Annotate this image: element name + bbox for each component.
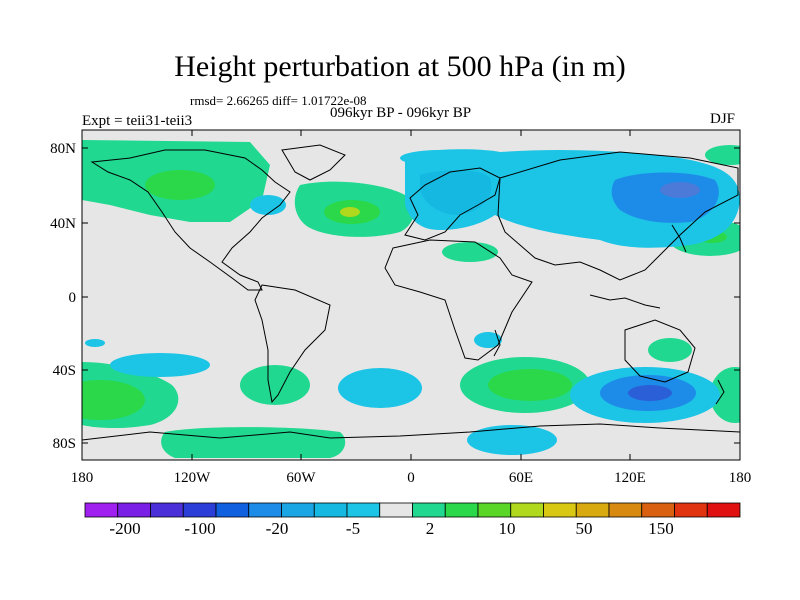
coast-japan: [671, 224, 687, 253]
contour-siberia-negative-core: [660, 182, 700, 198]
colorbar-swatch: [641, 502, 675, 518]
lat-label: 80N: [50, 141, 76, 157]
lat-label: 40S: [53, 363, 76, 379]
lon-label: 180: [71, 470, 94, 486]
colorbar-swatch: [674, 502, 708, 518]
colorbar-label: -20: [266, 519, 289, 538]
lon-label: 120E: [614, 470, 646, 486]
contour-arctic-negative: [400, 150, 480, 166]
colorbar-label: -200: [109, 519, 140, 538]
colorbar-swatch: [84, 502, 119, 518]
lon-label: 180: [729, 470, 752, 486]
colorbar-swatch: [281, 502, 315, 518]
colorbar-swatch: [182, 502, 217, 518]
lat-label: 40N: [50, 216, 76, 232]
contour-north-africa-positive: [442, 242, 498, 262]
colorbar-label: -100: [184, 519, 215, 538]
colorbar-swatch: [313, 502, 348, 518]
contour-antarctica-positive: [161, 427, 346, 458]
coast-indonesia: [589, 294, 661, 309]
colorbar: -200 -100 -20 -5 2 10 50 150: [84, 502, 741, 538]
season-label: DJF: [710, 111, 736, 127]
lat-label: 80S: [53, 436, 76, 452]
contour-arctic-positive: [705, 145, 740, 165]
contour-eurasia-negative-mid: [420, 170, 492, 215]
colorbar-label: 50: [576, 519, 593, 538]
colorbar-swatch: [248, 502, 282, 518]
contour-north-america-core: [145, 170, 215, 200]
axis-group: 80N 40N 0 40S 80S 180 120W 60W 0 60E 120E 180: [50, 130, 751, 486]
colorbar-swatch: [150, 502, 184, 518]
colorbar-swatch: [510, 502, 544, 518]
coastlines: [82, 144, 740, 441]
lat-label: 0: [69, 290, 77, 306]
period-label: 096kyr BP - 096kyr BP: [330, 105, 472, 121]
stats-label: rmsd= 2.66265 diff= 1.01722e-08: [190, 93, 367, 108]
contour-madagascar-negative: [474, 332, 502, 348]
colorbar-swatch: [444, 502, 479, 518]
contour-south-pacific-negative: [110, 353, 210, 377]
contour-antarctic-atlantic-negative: [467, 425, 557, 455]
contour-south-pacific-east-positive: [710, 367, 740, 423]
contour-south-atlantic-negative: [338, 368, 422, 408]
coast-antarctica: [82, 423, 740, 441]
colorbar-swatch: [346, 502, 381, 518]
colorbar-label: 150: [648, 519, 674, 538]
colorbar-swatch: [706, 502, 741, 518]
lon-label: 0: [407, 470, 415, 486]
map-title: Height perturbation at 500 hPa (in m): [174, 50, 626, 83]
contour-south-indian-negative-core: [628, 385, 672, 401]
colorbar-label: -5: [346, 519, 360, 538]
colorbar-swatch: [575, 502, 610, 518]
coast-south-america: [254, 284, 331, 404]
colorbar-swatch: [412, 502, 446, 518]
colorbar-swatch: [543, 502, 577, 518]
contour-north-america-negative: [250, 195, 286, 215]
colorbar-label: 2: [426, 519, 435, 538]
colorbar-label: 10: [499, 519, 516, 538]
colorbar-swatch: [477, 502, 512, 518]
lon-label: 60W: [286, 470, 316, 486]
lon-label: 120W: [174, 470, 212, 486]
coast-asia: [497, 151, 739, 281]
contour-north-atlantic-peak: [340, 207, 360, 217]
coast-greenland: [281, 144, 346, 181]
contour-australia-positive: [648, 338, 692, 362]
contour-south-atlantic-core: [488, 369, 572, 401]
colorbar-swatch: [117, 502, 151, 518]
contour-field: [82, 130, 740, 460]
colorbar-swatch: [215, 502, 250, 518]
contour-south-america-positive: [240, 365, 310, 405]
coast-north-america: [90, 149, 291, 291]
coast-new-zealand: [715, 379, 725, 405]
contour-antarctic-pacific-negative: [85, 339, 105, 347]
coast-madagascar: [493, 329, 501, 357]
contour-south-pacific-west-core: [82, 380, 145, 420]
colorbar-swatch: [379, 502, 413, 518]
experiment-label: Expt = teii31-teii3: [82, 113, 193, 129]
colorbar-swatch: [608, 502, 643, 518]
coast-africa: [384, 239, 533, 361]
coast-australia: [624, 319, 696, 383]
lon-label: 60E: [509, 470, 533, 486]
